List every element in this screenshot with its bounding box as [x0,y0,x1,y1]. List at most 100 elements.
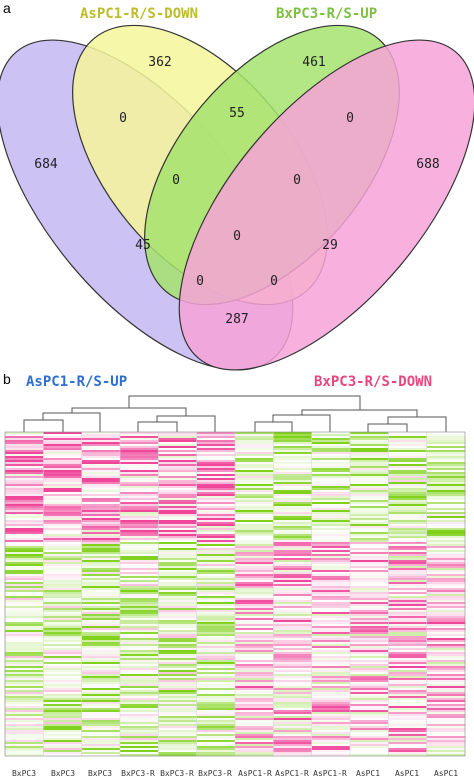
heatmap-cell [5,678,44,681]
heatmap-cell [350,476,389,479]
heatmap-cell [120,558,159,561]
heatmap-cell [388,566,427,569]
heatmap-cell [43,484,82,487]
heatmap-cell [426,636,466,639]
heatmap-cell [196,750,236,753]
heatmap-cell [388,462,427,465]
heatmap-cell [235,658,274,661]
heatmap-cell [235,714,274,717]
heatmap-cell [120,596,159,599]
heatmap-cell [426,730,466,733]
heatmap-cell [158,536,197,539]
heatmap-cell [235,636,274,639]
heatmap-cell [196,734,236,737]
heatmap-cell [196,604,236,607]
heatmap-cell [196,524,236,527]
heatmap-cell [426,722,466,725]
heatmap-cell [350,744,389,747]
heatmap-cell [426,716,466,719]
heatmap-cell [81,586,121,589]
heatmap-cell [5,656,44,659]
heatmap-cell [120,474,159,477]
heatmap-cell [120,492,159,495]
heatmap-cell [388,582,427,585]
heatmap-cell [120,520,159,523]
heatmap-cell [43,632,82,635]
heatmap-cell [196,554,236,557]
heatmap-cell [273,632,312,635]
heatmap-cell [235,564,274,567]
heatmap-cell [350,558,389,561]
column-label: BxPC3-R [121,769,155,778]
heatmap-cell [43,734,82,737]
heatmap-cell [235,692,274,695]
heatmap-cell [388,440,427,443]
heatmap-cell [388,644,427,647]
heatmap-cell [311,626,351,629]
heatmap-cell [158,474,197,477]
heatmap-cell [426,622,466,625]
heatmap-cell [43,438,82,441]
heatmap-cell [43,530,82,533]
heatmap-cell [43,540,82,543]
heatmap-cell [158,634,197,637]
heatmap-cell [350,666,389,669]
heatmap-cell [388,688,427,691]
heatmap-cell [273,628,312,631]
column-label: AsPC1 [395,769,419,778]
heatmap-cell [273,596,312,599]
heatmap-cell [350,626,389,629]
heatmap-cell [120,556,159,559]
heatmap-cell [120,644,159,647]
heatmap-cell [273,610,312,613]
heatmap-cell [311,590,351,593]
heatmap-cell [350,602,389,605]
heatmap-cell [311,448,351,451]
heatmap-cell [235,702,274,705]
heatmap-cell [5,714,44,717]
heatmap-cell [426,614,466,617]
heatmap-cell [388,622,427,625]
heatmap-cell [350,610,389,613]
heatmap-cell [311,562,351,565]
heatmap-cell [350,656,389,659]
heatmap-cell [81,620,121,623]
heatmap-cell [388,620,427,623]
heatmap-cell [235,724,274,727]
heatmap-cell [120,500,159,503]
heatmap-cell [350,752,389,755]
heatmap-cell [196,512,236,515]
heatmap-cell [350,566,389,569]
heatmap-cell [43,654,82,657]
heatmap-cell [388,660,427,663]
heatmap-cell [158,544,197,547]
heatmap-cell [426,596,466,599]
heatmap-cell [311,736,351,739]
heatmap-cell [388,730,427,733]
heatmap-cell [81,450,121,453]
heatmap-cell [81,512,121,515]
heatmap-cell [196,652,236,655]
heatmap-cell [388,574,427,577]
heatmap-cell [235,722,274,725]
heatmap-cell [426,460,466,463]
count-aspc1-up-aspc1-down: 0 [119,111,127,126]
heatmap-cell [426,752,466,755]
heatmap-cell [350,552,389,555]
heatmap-cell [43,754,82,757]
heatmap-cell [43,606,82,609]
heatmap-cell [81,478,121,481]
column-labels: BxPC3 BxPC3 BxPC3 BxPC3-R BxPC3-R BxPC3-… [12,769,458,778]
heatmap-cell [273,524,312,527]
heatmap-cell [273,484,312,487]
heatmap-cell [81,480,121,483]
heatmap-cell [81,736,121,739]
heatmap-cell [426,732,466,735]
heatmap-label-aspc1-up: AsPC1-R/S-UP [26,374,127,390]
heatmap-cell [120,712,159,715]
heatmap-cell [426,446,466,449]
heatmap-cell [350,646,389,649]
heatmap-cell [426,608,466,611]
heatmap-cell [350,748,389,751]
heatmap-cell [120,612,159,615]
